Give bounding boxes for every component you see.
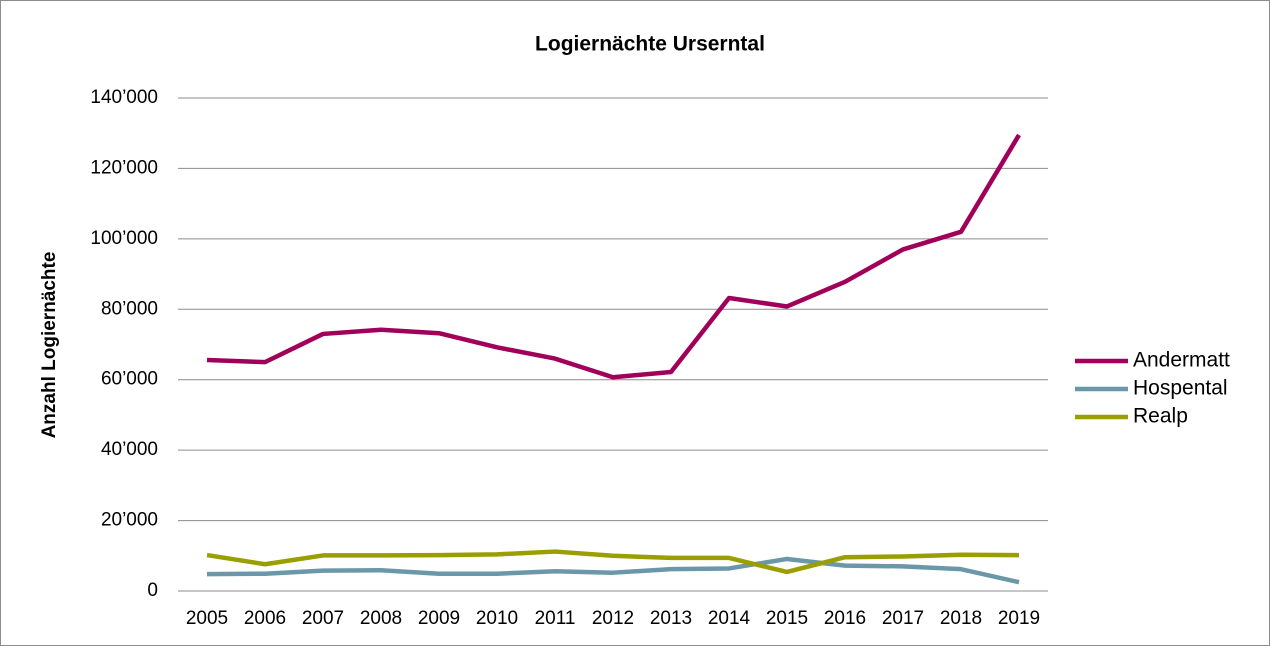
- x-tick-label: 2008: [360, 608, 402, 629]
- y-axis-label: Anzahl Logiernächte: [39, 252, 60, 439]
- x-tick-label: 2011: [535, 608, 576, 629]
- y-tick-label: 80’000: [101, 298, 158, 319]
- x-tick-label: 2016: [824, 608, 866, 629]
- legend-label: Hospental: [1133, 377, 1228, 400]
- y-tick-label: 120’000: [90, 157, 158, 178]
- x-tick-label: 2015: [766, 608, 808, 629]
- y-tick-label: 140’000: [90, 87, 158, 108]
- x-tick-label: 2005: [186, 608, 228, 629]
- x-tick-label: 2019: [998, 608, 1040, 629]
- y-tick-label: 60’000: [101, 369, 158, 390]
- y-tick-label: 100’000: [90, 228, 158, 249]
- x-tick-label: 2018: [940, 608, 982, 629]
- line-series: [206, 549, 1020, 575]
- x-tick-label: 2017: [882, 608, 924, 629]
- chart-title: Logiernächte Urserntal: [535, 33, 765, 56]
- y-tick-label: 40’000: [101, 439, 158, 460]
- y-tick-label: 0: [147, 580, 158, 601]
- legend-label: Andermatt: [1133, 349, 1230, 372]
- x-tick-label: 2013: [650, 608, 692, 629]
- y-tick-label: 20’000: [101, 510, 158, 531]
- x-tick-label: 2012: [592, 608, 634, 629]
- x-tick-label: 2014: [708, 608, 751, 629]
- line-series: [206, 556, 1020, 585]
- x-tick-label: 2007: [302, 608, 344, 629]
- x-tick-label: 2009: [418, 608, 460, 629]
- line-series: [206, 133, 1021, 380]
- x-tick-label: 2010: [476, 608, 518, 629]
- legend-label: Realp: [1133, 405, 1188, 428]
- x-tick-label: 2006: [244, 608, 286, 629]
